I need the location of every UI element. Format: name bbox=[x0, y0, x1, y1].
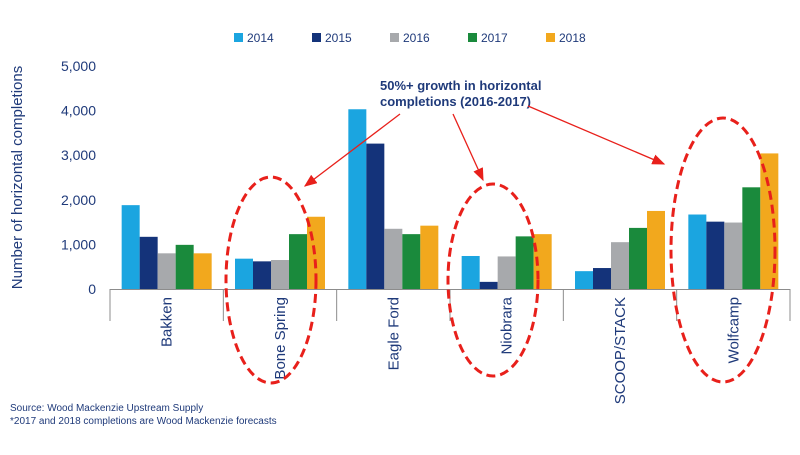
forecast-note: *2017 and 2018 completions are Wood Mack… bbox=[10, 416, 277, 427]
bar-2017-niobrara bbox=[515, 236, 534, 289]
x-tick-label: Niobrara bbox=[499, 296, 516, 354]
y-tick-label: 2,000 bbox=[61, 192, 96, 208]
legend-swatch-2016 bbox=[390, 33, 399, 42]
bar-2014-scoop-stack bbox=[575, 271, 593, 289]
x-tick-label: Bone Spring bbox=[272, 297, 289, 380]
annotation-arrow bbox=[452, 113, 484, 182]
x-tick-label: Eagle Ford bbox=[385, 297, 402, 370]
bar-2015-bakken bbox=[139, 236, 158, 289]
legend-label-2014: 2014 bbox=[247, 31, 274, 45]
y-tick-label: 5,000 bbox=[61, 58, 96, 74]
legend-swatch-2015 bbox=[312, 33, 321, 42]
annotation-text: completions (2016-2017) bbox=[380, 94, 531, 109]
bar-2015-niobrara bbox=[479, 281, 498, 289]
bar-2017-bone-spring bbox=[289, 234, 307, 289]
bar-2018-eagle-ford bbox=[420, 225, 439, 289]
bar-2017-wolfcamp bbox=[742, 187, 761, 289]
bar-2014-bakken bbox=[121, 205, 140, 289]
bar-2014-wolfcamp bbox=[688, 214, 707, 289]
y-axis-title: Number of horizontal completions bbox=[9, 66, 26, 289]
source-note: Source: Wood Mackenzie Upstream Supply bbox=[10, 403, 204, 414]
bar-2015-eagle-ford bbox=[366, 143, 385, 289]
bar-2018-scoop-stack bbox=[647, 210, 665, 289]
bar-2014-niobrara bbox=[461, 255, 480, 289]
annotation-arrow bbox=[527, 105, 666, 165]
bar-2014-eagle-ford bbox=[348, 109, 367, 290]
legend-label-2018: 2018 bbox=[559, 31, 586, 45]
annotation-arrow bbox=[303, 113, 401, 187]
bar-2016-scoop-stack bbox=[611, 242, 629, 289]
bar-2015-wolfcamp bbox=[706, 221, 725, 289]
legend-label-2015: 2015 bbox=[325, 31, 352, 45]
x-tick-label: SCOOP/STACK bbox=[612, 297, 629, 404]
x-tick-label: Bakken bbox=[159, 297, 176, 347]
bar-2014-bone-spring bbox=[235, 258, 253, 289]
annotation-text: 50%+ growth in horizontal bbox=[380, 78, 541, 93]
legend-swatch-2014 bbox=[234, 33, 243, 42]
highlight-ellipse-niobrara bbox=[446, 182, 540, 378]
bar-2017-scoop-stack bbox=[629, 227, 647, 289]
x-tick-label: Wolfcamp bbox=[725, 297, 742, 363]
y-tick-label: 0 bbox=[88, 281, 96, 297]
bar-2016-bakken bbox=[157, 253, 176, 289]
bar-2017-eagle-ford bbox=[402, 234, 421, 289]
bar-2015-bone-spring bbox=[253, 261, 271, 289]
bar-2016-bone-spring bbox=[271, 260, 289, 289]
legend-label-2016: 2016 bbox=[403, 31, 430, 45]
y-tick-label: 4,000 bbox=[61, 103, 96, 119]
highlight-ellipse-bone-spring bbox=[224, 175, 318, 385]
legend-label-2017: 2017 bbox=[481, 31, 508, 45]
bar-2018-bakken bbox=[193, 253, 212, 289]
legend-swatch-2017 bbox=[468, 33, 477, 42]
legend-swatch-2018 bbox=[546, 33, 555, 42]
bar-2017-bakken bbox=[175, 244, 194, 289]
bar-2015-scoop-stack bbox=[593, 268, 611, 289]
highlight-ellipse-wolfcamp bbox=[669, 116, 777, 384]
bar-2016-niobrara bbox=[497, 256, 516, 289]
y-tick-label: 1,000 bbox=[61, 236, 96, 252]
bar-2016-wolfcamp bbox=[724, 222, 743, 289]
y-tick-label: 3,000 bbox=[61, 147, 96, 163]
bar-2016-eagle-ford bbox=[384, 228, 403, 289]
